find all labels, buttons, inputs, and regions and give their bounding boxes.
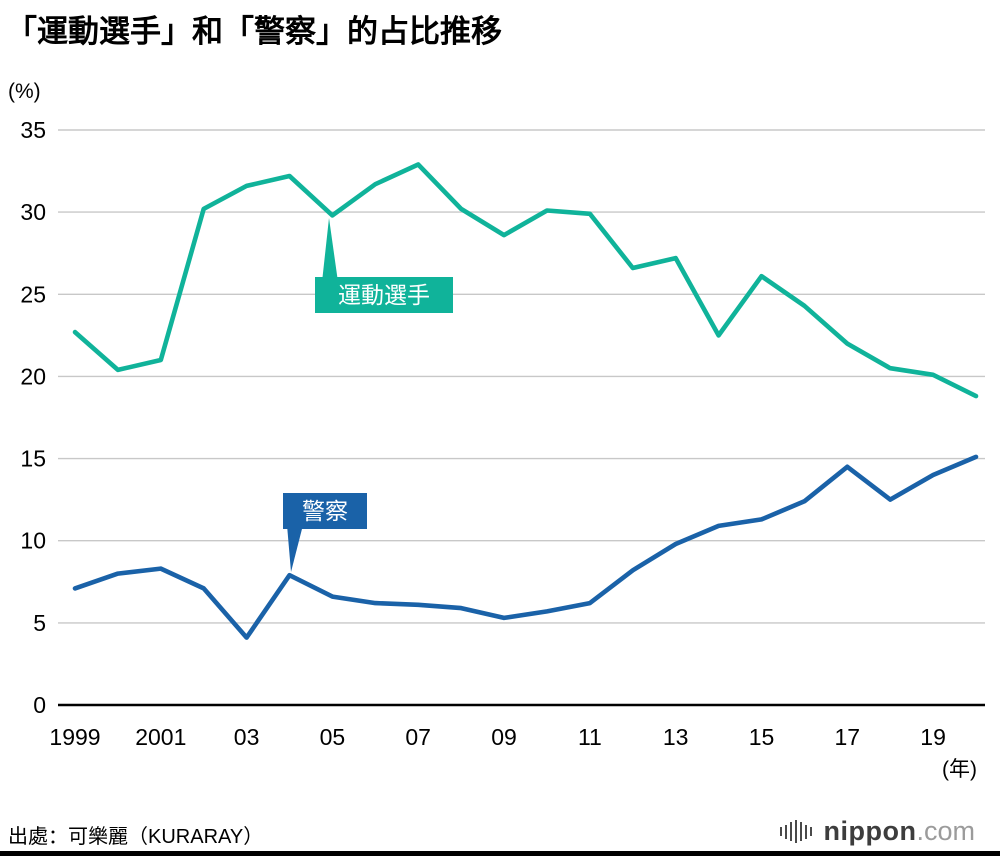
x-tick-label: 2001 (135, 724, 186, 750)
footer-divider (0, 851, 1000, 856)
source-note: 出處：可樂麗（KURARAY） (8, 826, 264, 848)
x-tick-label: 03 (234, 724, 260, 750)
y-tick-label: 30 (20, 199, 46, 225)
x-tick-label: 13 (663, 724, 689, 750)
series-line-police (72, 454, 979, 640)
series-line-athlete (72, 162, 979, 399)
annotation-athlete: 運動選手 (315, 218, 453, 313)
y-tick-label: 25 (20, 281, 46, 307)
x-tick-label: 15 (749, 724, 775, 750)
y-axis-unit-label: (%) (8, 80, 41, 103)
x-tick-label: 05 (320, 724, 346, 750)
annotation-athlete-label: 運動選手 (338, 282, 430, 308)
y-tick-label: 10 (20, 528, 46, 554)
x-axis-unit-label: (年) (942, 758, 977, 781)
logo-tld-text: .com (916, 816, 975, 846)
waveform-bars-icon (779, 820, 815, 843)
x-tick-label: 11 (578, 724, 602, 750)
x-tick-label: 09 (491, 724, 517, 750)
annotation-athlete-pointer (322, 218, 338, 282)
annotation-athlete-box (315, 277, 453, 313)
x-tick-label: 19 (920, 724, 946, 750)
y-tick-label: 0 (33, 692, 46, 718)
x-tick-label: 07 (405, 724, 431, 750)
logo-brand-text: nippon (823, 816, 917, 846)
nippon-com-logo: nippon .com (779, 816, 975, 847)
annotation-police-box (283, 493, 367, 529)
y-tick-label: 5 (33, 610, 46, 636)
annotation-police: 警察 (283, 493, 367, 572)
y-tick-label: 35 (20, 117, 46, 143)
y-tick-label: 15 (20, 446, 46, 472)
annotation-police-label: 警察 (302, 498, 348, 524)
x-tick-label: 17 (835, 724, 861, 750)
annotation-police-pointer (287, 525, 303, 572)
x-tick-label: 1999 (49, 724, 100, 750)
y-tick-label: 20 (20, 363, 46, 389)
page-title: 「運動選手」和「警察」的占比推移 (6, 14, 502, 49)
